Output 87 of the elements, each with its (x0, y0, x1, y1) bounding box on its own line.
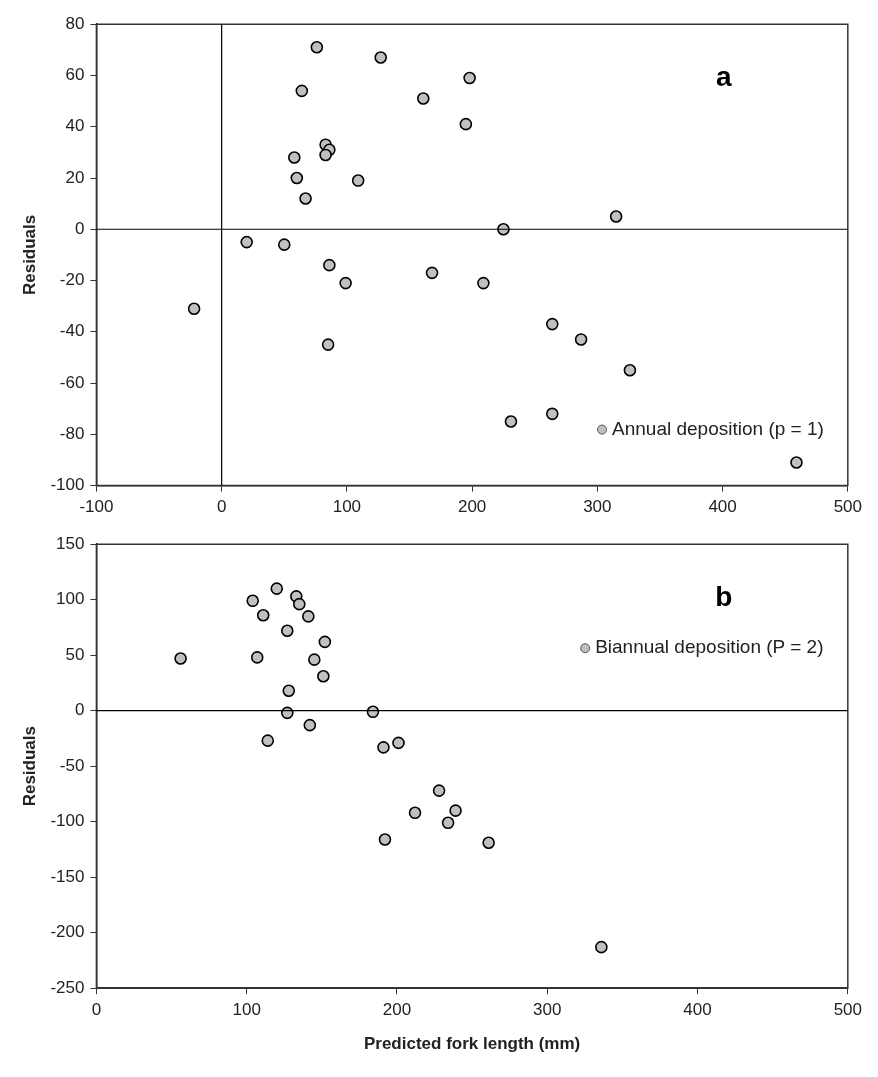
point (290, 171, 304, 185)
y-tick-label: 100 (56, 589, 85, 609)
point (319, 148, 332, 162)
point (441, 816, 455, 830)
x-tick-label: 100 (332, 497, 362, 517)
x-tick-label: 400 (708, 497, 737, 517)
point (293, 597, 306, 611)
point (377, 741, 390, 754)
point (477, 276, 490, 290)
point (374, 51, 387, 64)
point (790, 456, 803, 469)
point (250, 651, 264, 664)
point (609, 210, 623, 223)
x-tick-label: 100 (232, 1000, 261, 1020)
point (416, 92, 430, 105)
point (339, 276, 352, 290)
x-tick-label: 300 (583, 497, 612, 517)
y-tick-label: -150 (50, 866, 85, 886)
y-tick-label: 150 (56, 533, 85, 553)
x-tick-label: 300 (533, 1000, 562, 1020)
point (459, 117, 473, 131)
point (482, 836, 495, 850)
y-tick-label: 20 (65, 167, 85, 187)
point (449, 804, 462, 817)
point (351, 174, 365, 187)
x-tick-label: 0 (216, 497, 227, 517)
point (299, 192, 312, 205)
point (574, 333, 588, 346)
point (256, 608, 270, 622)
point (261, 734, 275, 747)
x-axis-title: Predicted fork length (mm) (363, 1034, 581, 1054)
y-axis-title: Residuals (19, 726, 39, 807)
point (287, 151, 301, 164)
point (321, 338, 335, 351)
x-tick-label: 200 (457, 497, 487, 517)
point (270, 582, 284, 595)
point (295, 84, 309, 98)
point (187, 302, 201, 316)
point (545, 407, 559, 421)
point (623, 363, 637, 377)
point (323, 258, 336, 272)
point (246, 594, 260, 608)
legend-label: Annual deposition (p = 1) (612, 417, 824, 439)
point (280, 624, 294, 638)
y-tick-label: 0 (74, 218, 85, 238)
x-tick-label: 500 (833, 1000, 863, 1020)
y-tick-label: -60 (59, 372, 85, 392)
point (595, 940, 608, 954)
y-tick-label: 80 (65, 13, 85, 33)
y-tick-label: -100 (50, 475, 85, 495)
point (463, 71, 476, 85)
point (504, 415, 518, 428)
y-tick-label: 50 (65, 644, 85, 664)
point (308, 653, 321, 666)
annotation: b (715, 580, 733, 612)
x-tick-label: 500 (833, 497, 863, 517)
y-tick-label: 0 (74, 700, 85, 720)
point (408, 806, 422, 820)
point (310, 40, 324, 54)
point (425, 266, 439, 280)
point (303, 718, 317, 732)
point (174, 652, 187, 665)
x-tick-label: 200 (382, 1000, 412, 1020)
y-tick-label: -250 (50, 977, 85, 997)
y-tick-label: 40 (65, 116, 85, 136)
y-tick-label: -100 (50, 811, 85, 831)
y-tick-label: -200 (50, 922, 85, 942)
y-tick-label: -40 (59, 321, 85, 341)
legend-label: Biannual deposition (P = 2) (595, 636, 824, 658)
point (317, 669, 330, 683)
point (240, 235, 253, 249)
y-axis-title: Residuals (19, 214, 39, 296)
point (378, 833, 392, 846)
y-tick-label: -80 (59, 424, 85, 444)
x-tick-label: 0 (91, 1000, 102, 1020)
point (545, 317, 559, 331)
point (302, 610, 315, 623)
y-tick-label: -20 (59, 270, 85, 290)
y-tick-label: -50 (59, 755, 85, 775)
annotation: a (716, 60, 733, 92)
point (318, 635, 332, 649)
point (282, 684, 296, 698)
point (392, 736, 405, 750)
x-tick-label: 400 (683, 1000, 712, 1020)
y-tick-label: 60 (65, 65, 85, 85)
point (432, 784, 446, 797)
point (277, 238, 291, 251)
